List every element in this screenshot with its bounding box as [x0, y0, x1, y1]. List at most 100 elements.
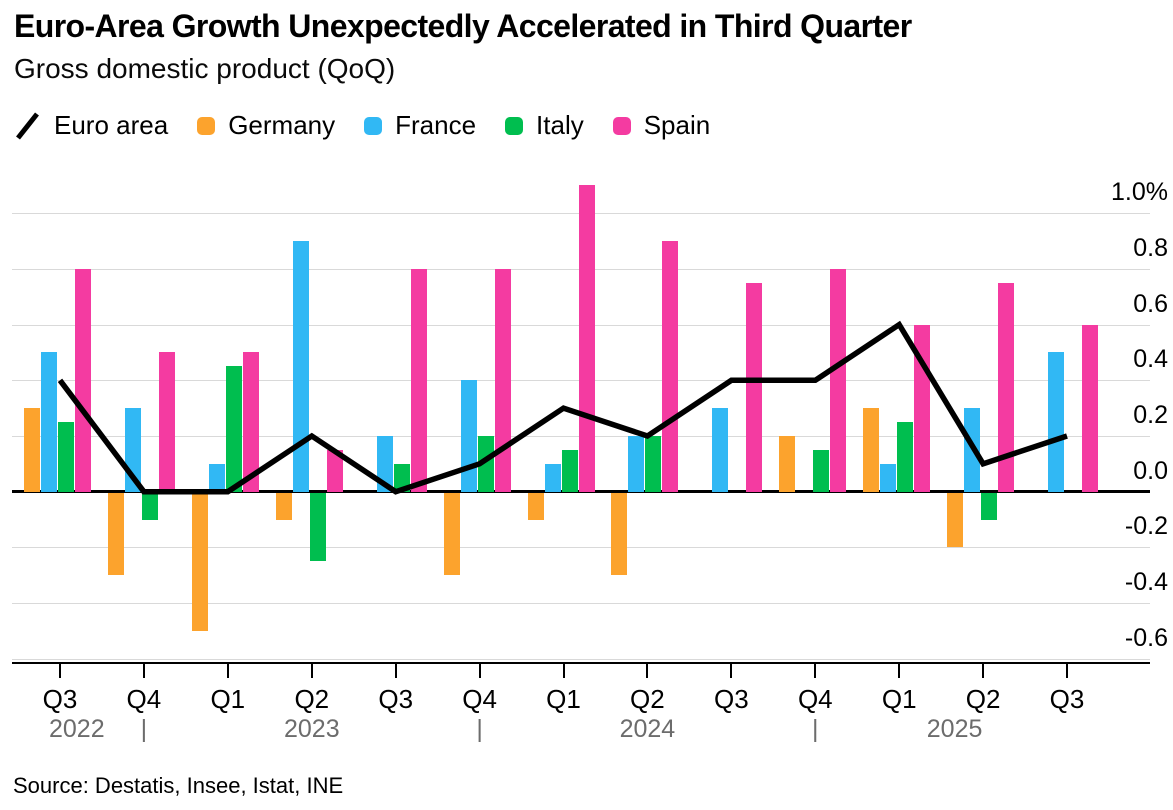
x-tick [142, 664, 145, 678]
bar-france-8 [712, 408, 729, 492]
bar-france-2 [208, 463, 225, 492]
bar-spain-11 [998, 282, 1015, 492]
year-label-2023: 2023 [283, 715, 340, 743]
bar-france-4 [376, 436, 393, 492]
bar-italy-1 [141, 493, 158, 520]
bar-italy-11 [981, 493, 998, 520]
x-tick-label: Q2 [294, 684, 330, 714]
source-note: Source: Destatis, Insee, Istat, INE [13, 773, 344, 798]
chart-legend: Euro area Germany France Italy Spain [14, 110, 710, 141]
gridline [12, 547, 1150, 549]
bar-france-7 [628, 436, 645, 492]
x-tick-label: Q3 [714, 684, 749, 714]
y-axis-label: 0.0 [1133, 456, 1168, 485]
bar-italy-4 [393, 463, 410, 492]
y-axis-label: -0.6 [1124, 623, 1168, 652]
bar-france-3 [292, 241, 309, 492]
bar-germany-3 [275, 493, 292, 520]
bar-france-12 [1048, 352, 1064, 492]
bar-germany-6 [527, 493, 544, 520]
euro-area-line-icon [16, 111, 39, 140]
x-tick-label: Q3 [378, 684, 414, 714]
x-tick [562, 664, 565, 678]
x-tick [226, 664, 229, 678]
x-tick-label: Q2 [630, 684, 665, 714]
bar-italy-2 [225, 366, 242, 492]
legend-item-spain: Spain [612, 110, 711, 141]
bar-germany-7 [611, 493, 628, 576]
y-axis-label: 0.8 [1133, 233, 1168, 262]
y-axis-label: -0.4 [1124, 568, 1168, 597]
legend-label-euro-area: Euro area [54, 110, 169, 140]
germany-swatch-icon [197, 116, 216, 135]
bar-spain-4 [410, 268, 427, 492]
legend-label-spain: Spain [643, 110, 711, 140]
bar-italy-7 [645, 436, 662, 492]
bar-spain-1 [158, 352, 175, 492]
bar-france-10 [880, 463, 897, 492]
bar-germany-11 [947, 493, 964, 548]
bar-spain-0 [75, 268, 91, 492]
bar-germany-9 [779, 436, 796, 492]
bar-spain-12 [1082, 324, 1098, 492]
x-tick-label: Q2 [965, 684, 1001, 714]
x-tick [394, 664, 397, 678]
year-separator: | [476, 715, 483, 743]
gridline [12, 603, 1150, 605]
y-axis-label: 0.2 [1133, 401, 1168, 429]
year-label-2022: 2022 [48, 715, 105, 743]
legend-label-italy: Italy [536, 110, 584, 140]
y-axis-label: 1.0% [1111, 178, 1168, 207]
zero-line [12, 490, 1150, 494]
x-tick [814, 664, 817, 678]
bar-germany-1 [107, 493, 124, 576]
x-tick-label: Q3 [1049, 684, 1085, 714]
x-tick [59, 664, 61, 678]
bar-italy-5 [477, 436, 494, 492]
legend-label-france: France [395, 110, 477, 140]
bar-germany-2 [191, 493, 208, 631]
x-tick-label: Q4 [797, 684, 833, 714]
x-tick-label: Q1 [546, 684, 581, 714]
year-separator: | [140, 715, 148, 743]
x-tick [982, 664, 985, 678]
page-title: Euro-Area Growth Unexpectedly Accelerate… [14, 8, 912, 44]
x-tick [646, 664, 649, 678]
x-tick-label: Q4 [462, 684, 497, 714]
x-tick-label: Q1 [210, 684, 246, 714]
x-tick [310, 664, 313, 678]
bar-germany-10 [863, 408, 880, 492]
bar-spain-8 [746, 282, 763, 492]
legend-item-france: France [364, 110, 476, 141]
x-tick-label: Q4 [126, 684, 162, 714]
bar-france-6 [544, 463, 561, 492]
bar-germany-0 [24, 408, 40, 492]
bar-italy-6 [561, 449, 578, 492]
bar-spain-5 [494, 268, 511, 492]
legend-item-euro-area: Euro area [14, 110, 168, 141]
bar-germany-5 [443, 493, 460, 576]
bar-spain-7 [662, 241, 679, 492]
y-axis-label: 0.4 [1133, 345, 1168, 374]
year-label-2024: 2024 [619, 715, 676, 743]
x-tick [478, 664, 481, 678]
italy-swatch-icon [505, 116, 524, 135]
page-subtitle: Gross domestic product (QoQ) [14, 53, 396, 84]
year-label-2025: 2025 [926, 715, 983, 743]
y-axis-label: 0.6 [1133, 289, 1168, 318]
bar-france-0 [41, 352, 57, 492]
bar-italy-0 [58, 422, 74, 492]
x-tick [1066, 664, 1068, 678]
year-separator: | [812, 715, 819, 743]
bar-spain-2 [242, 352, 259, 492]
gridline [12, 658, 1150, 660]
x-axis-line [12, 662, 1150, 664]
legend-label-germany: Germany [228, 110, 336, 140]
legend-item-italy: Italy [505, 110, 584, 141]
france-swatch-icon [364, 116, 383, 135]
bar-italy-9 [813, 449, 830, 492]
bar-spain-9 [830, 268, 847, 492]
spain-swatch-icon [612, 116, 631, 135]
